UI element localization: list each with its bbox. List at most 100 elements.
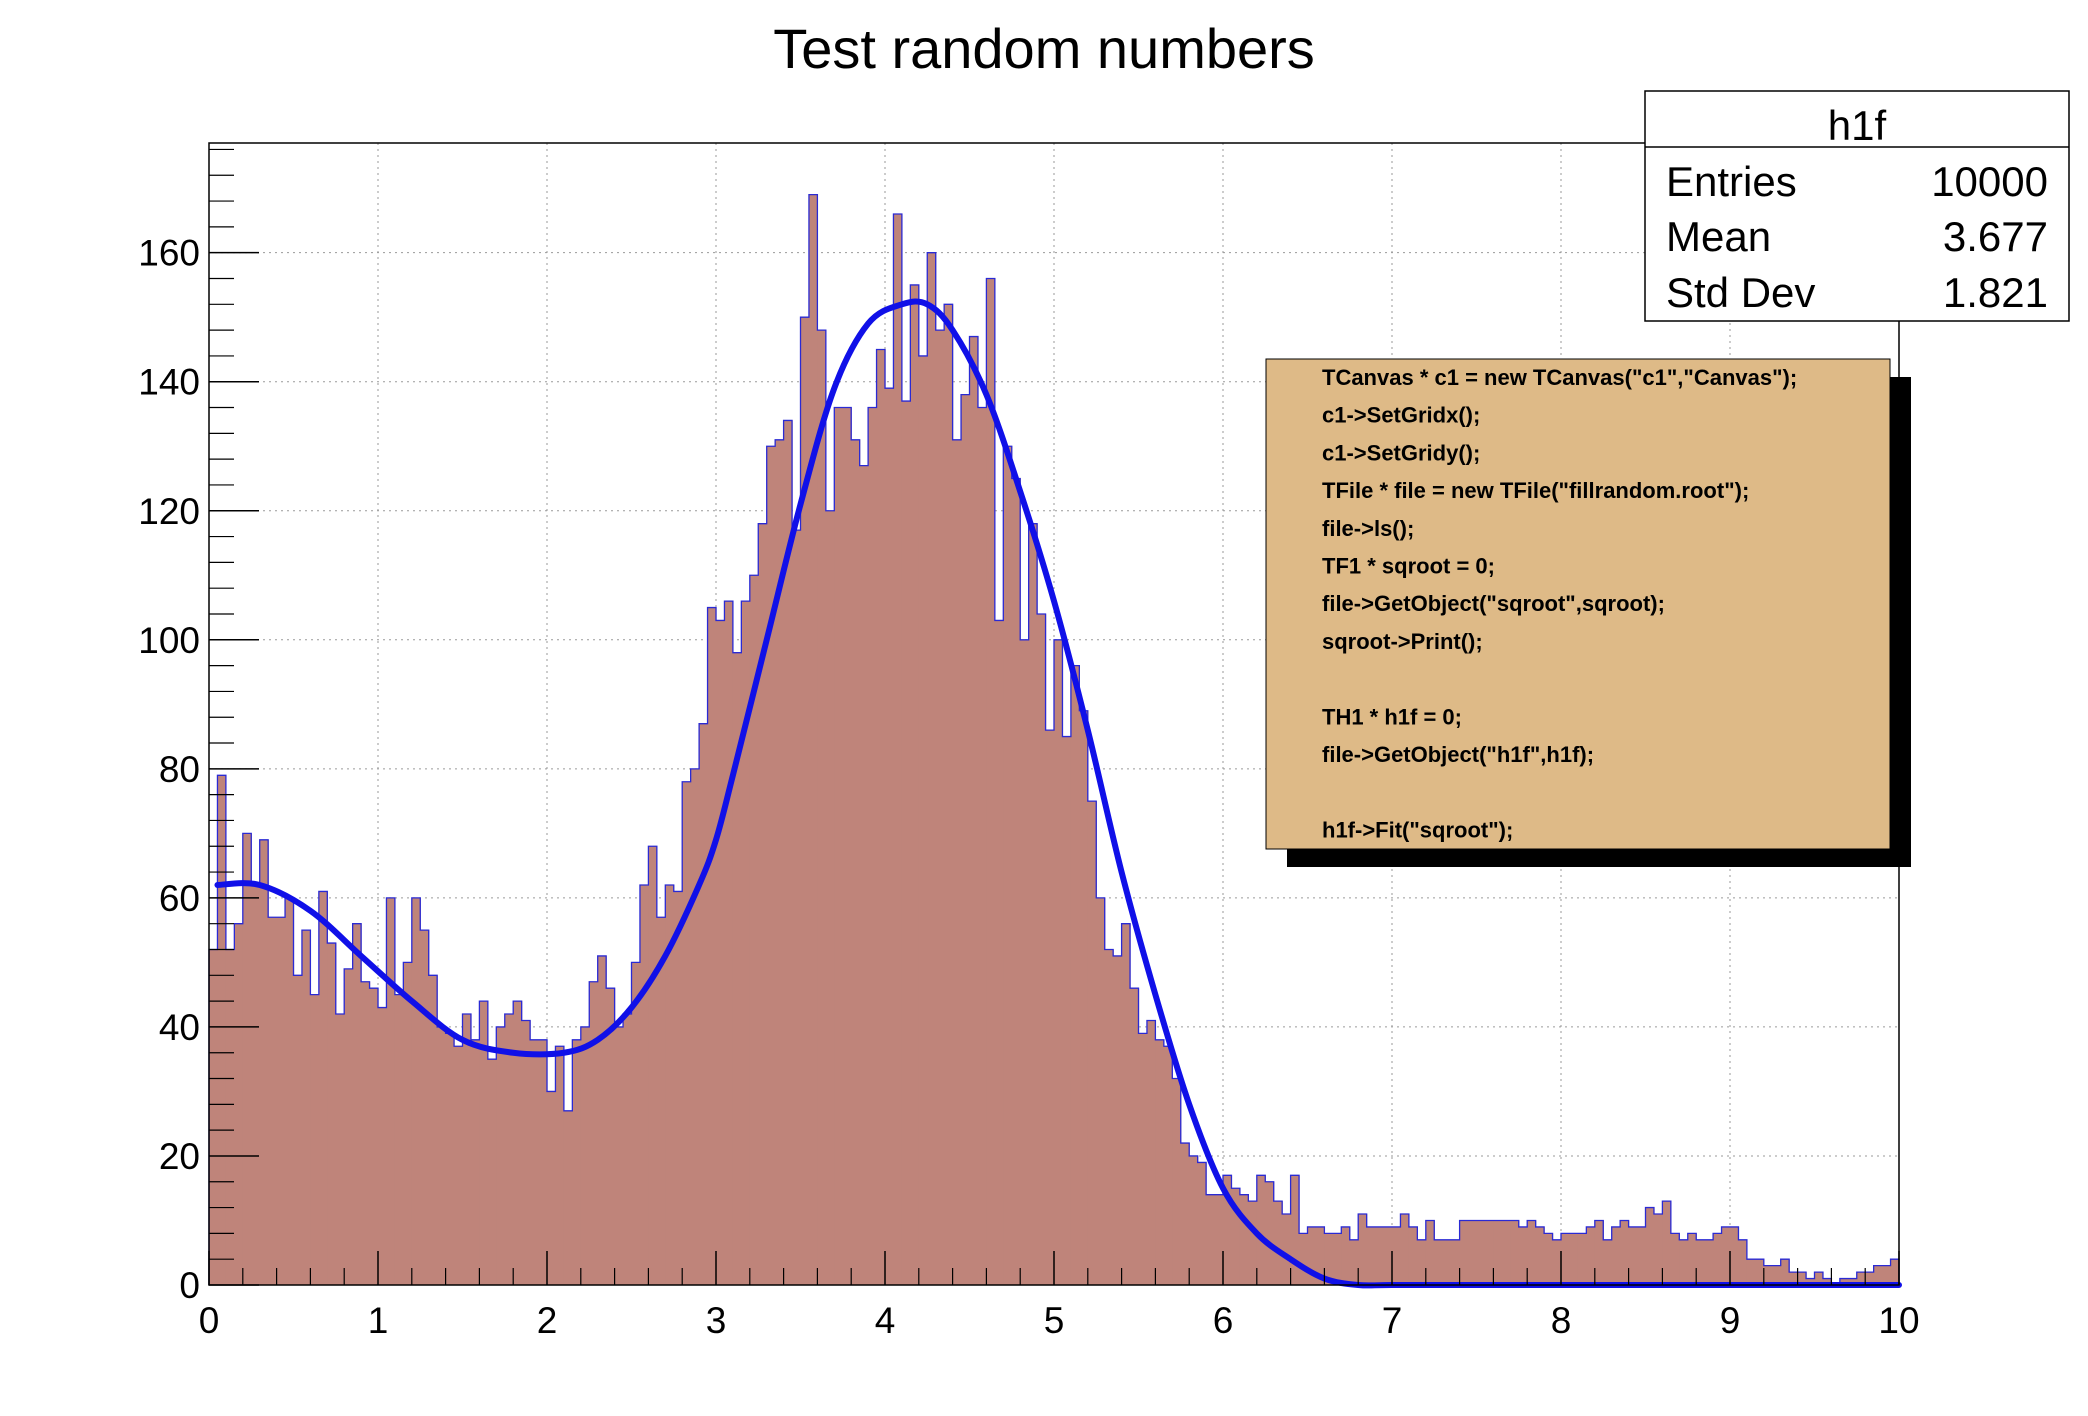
histogram-bar xyxy=(1510,1220,1520,1285)
histogram-bar xyxy=(1535,1226,1545,1285)
histogram-bar xyxy=(1256,1175,1266,1285)
histogram-bar xyxy=(521,1020,531,1285)
code-line: TH1 * h1f = 0; xyxy=(1322,704,1462,729)
histogram-bar xyxy=(1476,1220,1486,1285)
histogram-bar xyxy=(1231,1188,1241,1285)
x-tick-label: 7 xyxy=(1382,1300,1403,1341)
code-line: file->GetObject("sqroot",sqroot); xyxy=(1322,591,1665,616)
histogram-bar xyxy=(1045,730,1055,1285)
histogram-bar xyxy=(1544,1233,1554,1285)
histogram-bar xyxy=(969,336,979,1285)
code-line: sqroot->Print(); xyxy=(1322,629,1483,654)
histogram-bar xyxy=(1265,1181,1275,1285)
y-tick-label: 140 xyxy=(138,362,200,403)
histogram-bar xyxy=(242,833,252,1285)
histogram-bar xyxy=(251,884,261,1285)
histogram-bar xyxy=(876,349,886,1286)
histogram-bar xyxy=(318,891,328,1285)
histogram-bar xyxy=(1653,1214,1663,1285)
histogram-bar xyxy=(352,923,362,1285)
histogram-bar xyxy=(225,949,235,1285)
histogram-bar xyxy=(1501,1220,1511,1285)
histogram-bar xyxy=(1358,1214,1368,1285)
stats-label-mean: Mean xyxy=(1666,213,1771,260)
histogram-bar xyxy=(1020,639,1030,1285)
histogram-bar xyxy=(665,884,675,1285)
histogram-bar xyxy=(530,1039,540,1285)
histogram-bar xyxy=(994,620,1004,1285)
histogram-bar xyxy=(766,446,776,1286)
histogram-bar xyxy=(1552,1239,1562,1285)
histogram-bar xyxy=(1822,1278,1832,1285)
histogram-bar xyxy=(1738,1239,1748,1285)
histogram-bar xyxy=(1146,1020,1156,1285)
histogram-bar xyxy=(234,923,244,1285)
histogram-bar xyxy=(817,330,827,1286)
y-tick-label: 20 xyxy=(159,1136,200,1177)
histogram-bar xyxy=(758,523,768,1285)
stats-label-std-dev: Std Dev xyxy=(1666,269,1815,316)
histogram-bar xyxy=(1417,1239,1427,1285)
histogram-bar xyxy=(859,465,869,1285)
histogram-bar xyxy=(513,1001,523,1285)
histogram-bar xyxy=(1468,1220,1478,1285)
code-line: TCanvas * c1 = new TCanvas("c1","Canvas"… xyxy=(1322,365,1797,390)
histogram-bar xyxy=(1273,1201,1283,1285)
histogram-bar xyxy=(335,1014,345,1285)
histogram-bar xyxy=(420,930,430,1285)
histogram-bar xyxy=(1484,1220,1494,1285)
histogram-bar xyxy=(927,252,937,1286)
histogram-bar xyxy=(1459,1220,1469,1285)
histogram-bar xyxy=(403,962,413,1285)
stats-box: h1f Entries 10000 Mean 3.677 Std Dev 1.8… xyxy=(1644,90,2070,322)
histogram-bar xyxy=(724,601,734,1285)
histogram-bar xyxy=(428,975,438,1285)
histogram-bar xyxy=(842,407,852,1285)
histogram-bar xyxy=(217,775,227,1285)
histogram-bar xyxy=(825,510,835,1286)
histogram-bar xyxy=(285,897,295,1285)
histogram-bar xyxy=(614,1026,624,1285)
histogram-bar xyxy=(268,917,278,1285)
histogram-bar xyxy=(1087,801,1097,1285)
y-tick-label: 100 xyxy=(138,620,200,661)
histogram-bar xyxy=(496,1026,506,1285)
histogram-bar xyxy=(834,407,844,1285)
histogram-bar xyxy=(1011,478,1021,1286)
histogram-bar xyxy=(563,1110,573,1285)
histogram-bar xyxy=(1307,1226,1317,1285)
histogram-bar xyxy=(555,1046,565,1285)
histogram-bar xyxy=(1670,1233,1680,1285)
histogram-bar xyxy=(1172,1078,1182,1285)
histogram-bar xyxy=(1687,1233,1697,1285)
histogram-bar xyxy=(1628,1226,1638,1285)
histogram-bar xyxy=(301,930,311,1285)
histogram-bar xyxy=(1527,1220,1537,1285)
histogram-bar xyxy=(1248,1201,1258,1285)
x-tick-label: 2 xyxy=(537,1300,558,1341)
histogram-bar xyxy=(918,355,928,1285)
histogram-bar xyxy=(1223,1175,1233,1285)
stats-value-std-dev: 1.821 xyxy=(1943,269,2048,316)
x-tick-label: 10 xyxy=(1878,1300,1919,1341)
histogram-bar xyxy=(808,194,818,1285)
histogram-bar xyxy=(1121,923,1131,1285)
histogram-bar xyxy=(209,949,219,1285)
histogram-bar xyxy=(1865,1272,1875,1285)
chart-title: Test random numbers xyxy=(773,17,1315,80)
code-line: h1f->Fit("sqroot"); xyxy=(1322,817,1513,842)
histogram-bar xyxy=(1577,1233,1587,1285)
histogram-bar xyxy=(1442,1239,1452,1285)
stats-value-mean: 3.677 xyxy=(1943,213,2048,260)
histogram-bar xyxy=(597,955,607,1285)
histogram-bar xyxy=(1772,1265,1782,1285)
histogram-bar xyxy=(1096,897,1106,1285)
y-tick-label: 120 xyxy=(138,491,200,532)
histogram-bar xyxy=(741,601,751,1285)
histogram-bar xyxy=(1324,1233,1334,1285)
y-tick-label: 0 xyxy=(179,1265,200,1306)
histogram-bar xyxy=(682,781,692,1285)
histogram-bar xyxy=(361,981,371,1285)
histogram-bar xyxy=(411,897,421,1285)
